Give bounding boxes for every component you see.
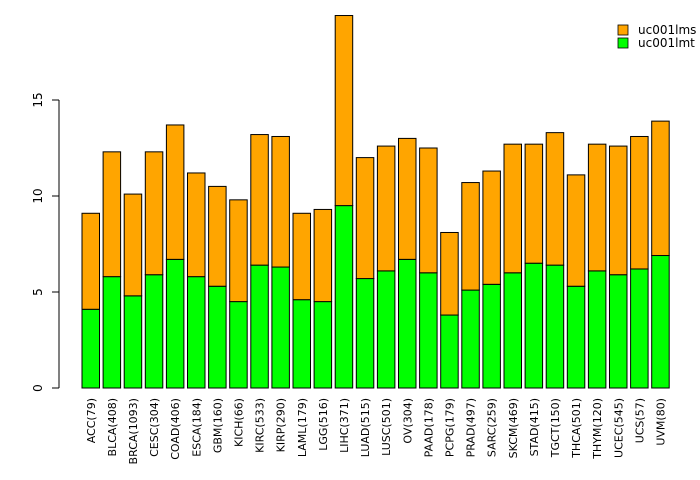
x-tick-label: KIRP(290) <box>275 398 288 452</box>
bar-segment-uc001lmt <box>419 272 438 389</box>
x-tick-label: LGG(516) <box>317 398 330 451</box>
legend-swatch-uc001lms <box>617 24 629 36</box>
bar-segment-uc001lmt <box>187 276 206 389</box>
bar-segment-uc001lms <box>271 135 290 268</box>
bar-segment-uc001lmt <box>102 276 122 389</box>
bar-segment-uc001lmt <box>376 270 396 389</box>
x-tick-label: THCA(501) <box>570 398 583 459</box>
bar-segment-uc001lms <box>398 137 417 260</box>
bar-segment-uc001lms <box>102 151 122 278</box>
bar-segment-uc001lms <box>187 172 206 278</box>
legend-swatch-uc001lmt <box>617 37 629 49</box>
bar-segment-uc001lms <box>587 143 607 272</box>
x-tick-label: STAD(415) <box>528 398 541 456</box>
bar-segment-uc001lmt <box>292 299 311 389</box>
x-tick-label: OV(304) <box>401 398 414 444</box>
bar-segment-uc001lms <box>313 208 333 303</box>
x-tick-label: UCEC(545) <box>612 398 625 458</box>
x-tick-label: THYM(120) <box>591 398 604 460</box>
bar-segment-uc001lmt <box>587 270 607 389</box>
x-tick-label: LUSC(501) <box>380 398 393 456</box>
bar-segment-uc001lms <box>651 120 670 257</box>
bar-segment-uc001lmt <box>334 205 354 389</box>
bar-segment-uc001lms <box>566 174 586 287</box>
bar-segment-uc001lms <box>630 135 649 270</box>
bar-segment-uc001lmt <box>630 268 649 389</box>
bar-segment-uc001lmt <box>271 266 290 389</box>
bar-segment-uc001lms <box>545 132 565 266</box>
bar-segment-uc001lmt <box>229 301 248 389</box>
bar-segment-uc001lms <box>165 124 185 260</box>
bar-segment-uc001lms <box>334 15 354 207</box>
bar-segment-uc001lmt <box>524 262 544 389</box>
bar-segment-uc001lmt <box>461 289 480 389</box>
bar-segment-uc001lms <box>123 193 143 297</box>
x-tick-label: LAML(179) <box>296 398 309 457</box>
bar-segment-uc001lmt <box>355 278 375 389</box>
bar-segment-uc001lmt <box>440 314 459 389</box>
x-tick-label: LIHC(371) <box>338 398 351 453</box>
bar-segment-uc001lmt <box>545 264 565 389</box>
bar-segment-uc001lms <box>482 170 501 285</box>
x-tick-label: ACC(79) <box>85 398 98 443</box>
x-tick-label: KICH(66) <box>232 398 245 447</box>
x-tick-label: COAD(406) <box>169 398 182 460</box>
bar-segment-uc001lms <box>440 231 459 316</box>
bar-segment-uc001lms <box>376 145 396 272</box>
bar-segment-uc001lmt <box>250 264 269 389</box>
bar-segment-uc001lmt <box>208 285 227 389</box>
bar-segment-uc001lmt <box>313 301 333 389</box>
bar-segment-uc001lmt <box>503 272 522 389</box>
x-tick-label: SKCM(469) <box>507 398 520 458</box>
bar-segment-uc001lms <box>419 147 438 274</box>
x-tick-label: SARC(259) <box>486 398 499 457</box>
bar-segment-uc001lms <box>250 134 269 266</box>
bar-segment-uc001lms <box>81 212 100 310</box>
y-tick-label: 15 <box>31 92 45 107</box>
y-axis: 0 5 10 15 <box>31 92 60 392</box>
x-tick-label: BRCA(1093) <box>127 398 140 464</box>
legend-label-uc001lmt: uc001lmt <box>638 36 695 50</box>
bar-segment-uc001lms <box>609 145 628 276</box>
y-tick-label: 5 <box>31 288 45 296</box>
x-tick-label: KIRC(533) <box>254 398 267 453</box>
y-tick-label: 10 <box>31 188 45 203</box>
bar-segment-uc001lms <box>461 182 480 291</box>
bar-segment-uc001lmt <box>609 274 628 389</box>
x-tick-label: ESCA(184) <box>190 398 203 457</box>
y-tick-label: 0 <box>31 384 45 392</box>
bar-segment-uc001lmt <box>651 255 670 389</box>
x-tick-label: GBM(160) <box>211 398 224 453</box>
x-tick-label: CESC(304) <box>148 398 161 457</box>
bar-segment-uc001lms <box>503 143 522 274</box>
bar-segment-uc001lmt <box>81 308 100 389</box>
bar-segment-uc001lms <box>229 199 248 303</box>
x-tick-label: PCPG(179) <box>443 398 456 457</box>
x-axis-labels: ACC(79) BLCA(408) BRCA(1093) CESC(304) COAD(… <box>85 398 668 464</box>
bar-segment-uc001lms <box>355 157 375 280</box>
bar-segment-uc001lmt <box>398 258 417 389</box>
bars <box>81 15 670 389</box>
x-tick-label: UVM(80) <box>654 398 667 446</box>
bar-segment-uc001lmt <box>144 274 164 389</box>
bar-segment-uc001lms <box>208 185 227 287</box>
x-tick-label: PAAD(178) <box>422 398 435 457</box>
bar-segment-uc001lmt <box>566 285 586 389</box>
bar-segment-uc001lms <box>292 212 311 301</box>
x-tick-label: PRAD(497) <box>465 398 478 457</box>
x-tick-label: UCS(57) <box>633 398 646 443</box>
legend-label-uc001lms: uc001lms <box>638 23 696 37</box>
bar-segment-uc001lmt <box>165 258 185 389</box>
x-tick-label: TGCT(150) <box>549 398 562 458</box>
bar-segment-uc001lmt <box>482 283 501 389</box>
bar-segment-uc001lms <box>524 143 544 264</box>
bar-segment-uc001lms <box>144 151 164 276</box>
bar-segment-uc001lmt <box>123 295 143 389</box>
x-tick-label: LUAD(515) <box>359 398 372 457</box>
x-tick-label: BLCA(408) <box>106 398 119 456</box>
